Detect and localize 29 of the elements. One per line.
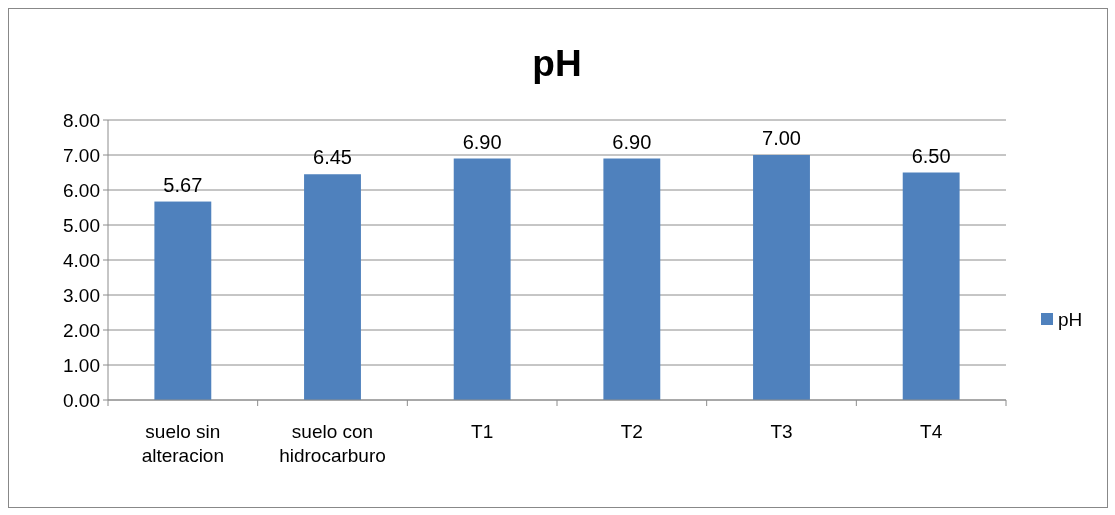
chart-title: pH <box>532 43 582 84</box>
data-label: 5.67 <box>163 173 203 196</box>
bar <box>902 172 960 400</box>
bar <box>753 155 810 400</box>
data-label: 6.90 <box>462 130 502 153</box>
x-tick-label: suelo con hidrocarburo <box>279 421 386 466</box>
x-tick-label: T3 <box>770 421 793 442</box>
data-label: 6.90 <box>612 130 652 153</box>
bar <box>304 174 361 400</box>
y-tick-label: 2.00 <box>63 319 100 341</box>
y-tick-label: 1.00 <box>63 354 100 376</box>
y-tick-label: 4.00 <box>63 249 100 271</box>
x-tick-label: T2 <box>620 421 643 442</box>
y-tick-label: 5.00 <box>63 214 100 236</box>
y-tick-label: 7.00 <box>63 144 100 166</box>
data-label: 7.00 <box>762 127 801 149</box>
data-label: 6.45 <box>313 146 352 169</box>
bar <box>154 201 212 400</box>
legend-label: pH <box>1058 309 1083 330</box>
y-tick-label: 6.00 <box>63 179 100 201</box>
data-label: 6.50 <box>911 144 951 167</box>
x-tick-label: suelo sin alteracion <box>141 421 225 466</box>
y-tick-label: 0.00 <box>63 389 100 411</box>
y-tick-label: 3.00 <box>63 284 100 306</box>
y-tick-label: 8.00 <box>63 109 100 131</box>
bar <box>453 158 511 400</box>
bar <box>603 158 661 400</box>
x-tick-label: T4 <box>920 421 943 442</box>
x-tick-label: T1 <box>471 421 494 442</box>
